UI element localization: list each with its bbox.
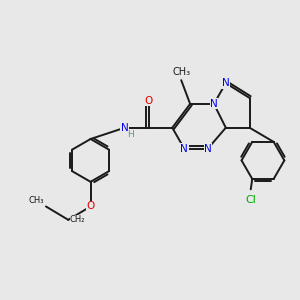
Text: H: H — [127, 130, 134, 139]
Text: N: N — [121, 123, 129, 133]
Text: O: O — [144, 96, 153, 106]
Text: N: N — [180, 143, 188, 154]
Text: Cl: Cl — [245, 195, 256, 205]
Text: CH₃: CH₃ — [172, 67, 190, 76]
Text: CH₂: CH₂ — [70, 215, 85, 224]
Text: CH₃: CH₃ — [29, 196, 44, 205]
Text: N: N — [210, 99, 218, 109]
Text: N: N — [222, 78, 230, 88]
Text: N: N — [204, 143, 212, 154]
Text: O: O — [86, 202, 95, 212]
